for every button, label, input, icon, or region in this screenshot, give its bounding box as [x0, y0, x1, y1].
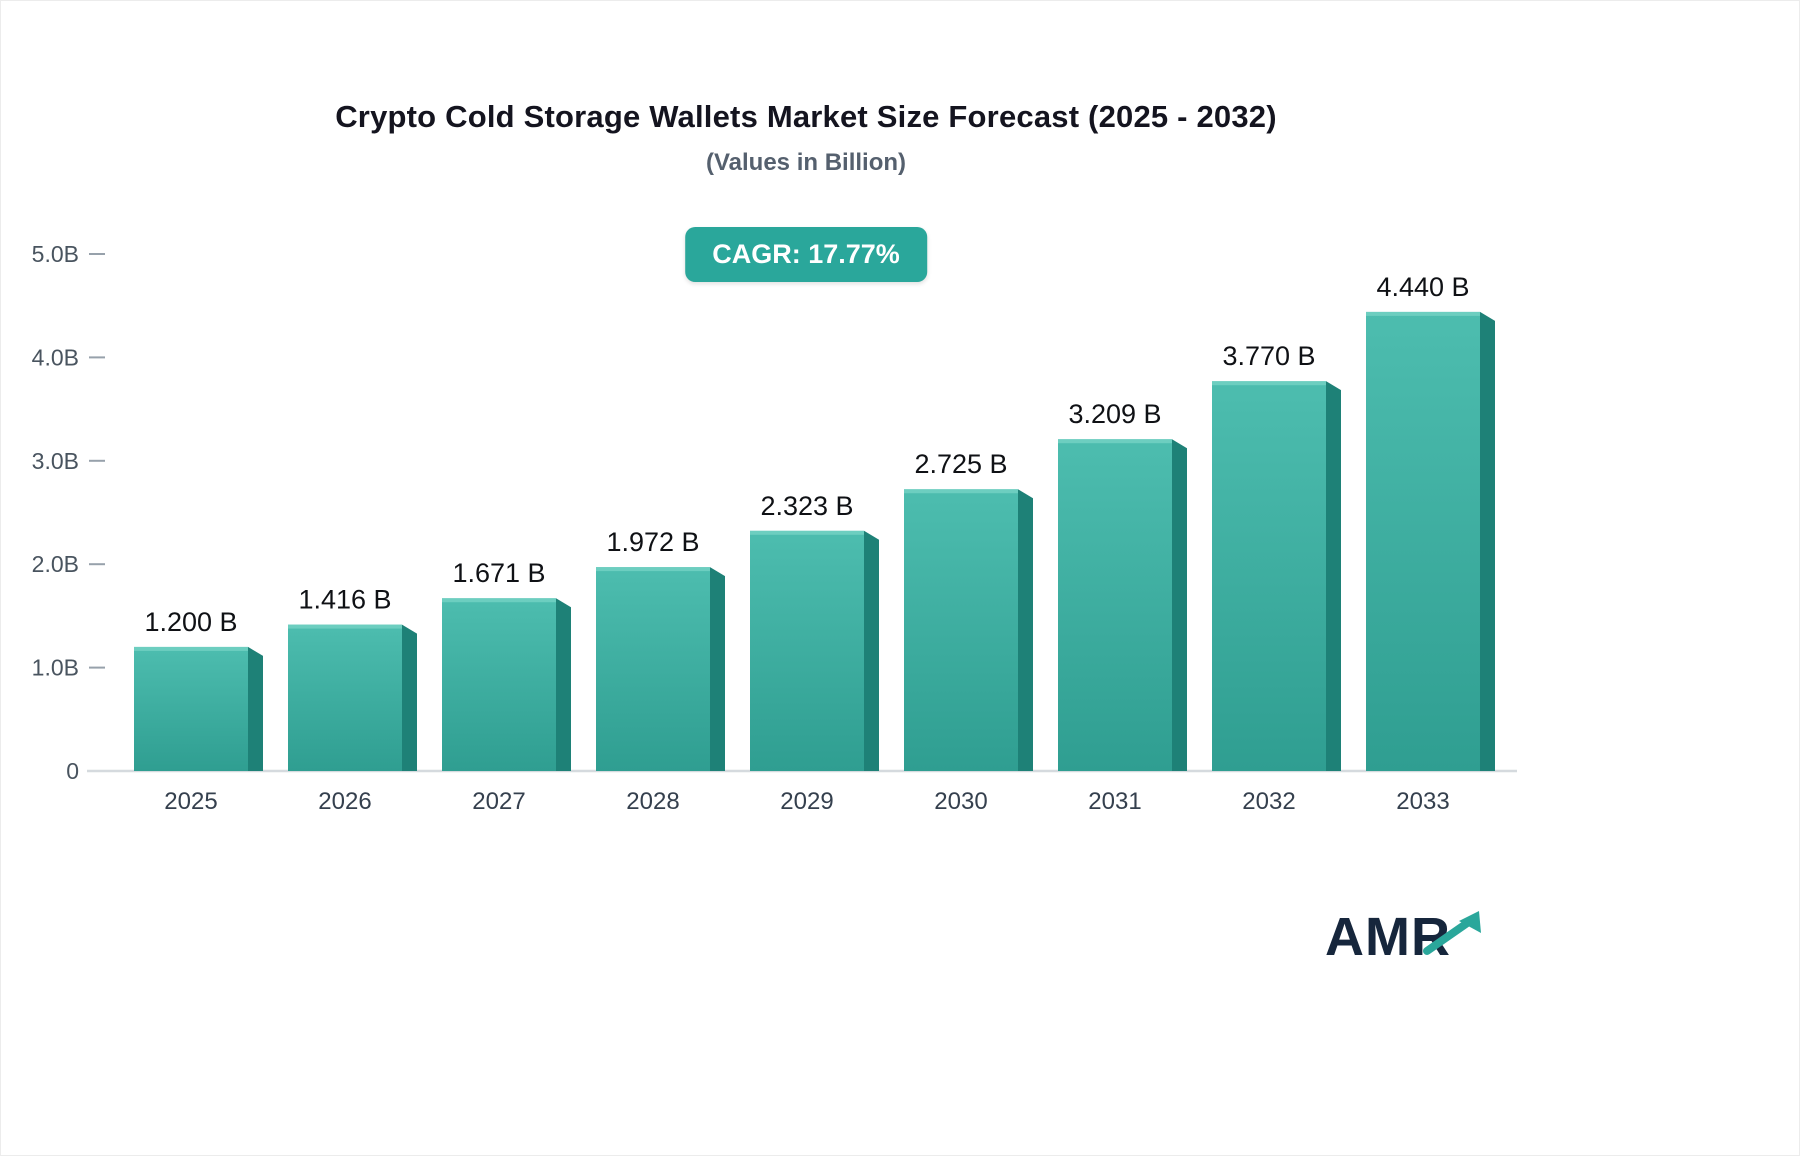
logo-arrowhead-icon	[1459, 911, 1481, 933]
bar-side	[710, 567, 725, 771]
x-tick-label: 2033	[1396, 788, 1449, 815]
y-tick-label: 3.0B	[32, 448, 79, 474]
bar-value-label: 2.725 B	[914, 449, 1007, 479]
x-tick-label: 2029	[780, 788, 833, 815]
bar-top-highlight	[1366, 311, 1480, 316]
bar	[904, 489, 1018, 771]
bar-value-label: 1.200 B	[144, 607, 237, 637]
x-tick-label: 2027	[472, 788, 525, 815]
bar-top-highlight	[596, 567, 710, 572]
chart-title: Crypto Cold Storage Wallets Market Size …	[335, 99, 1277, 134]
bar-value-label: 1.671 B	[452, 558, 545, 588]
amr-logo: AMR	[1325, 907, 1481, 967]
y-tick-label: 2.0B	[32, 551, 79, 577]
bar-value-label: 1.972 B	[606, 527, 699, 557]
bar-top-highlight	[1058, 439, 1172, 444]
bar	[288, 624, 402, 771]
bar	[1212, 381, 1326, 771]
x-tick-label: 2031	[1088, 788, 1141, 815]
bar-value-label: 1.416 B	[298, 585, 391, 615]
cagr-badge: CAGR: 17.77%	[685, 227, 927, 282]
bar-side	[1018, 489, 1033, 771]
x-tick-label: 2026	[318, 788, 371, 815]
x-tick-label: 2032	[1242, 788, 1295, 815]
bar	[596, 567, 710, 771]
x-tick-label: 2028	[626, 788, 679, 815]
bar	[442, 598, 556, 771]
bar-value-label: 4.440 B	[1376, 272, 1469, 302]
bar-top-highlight	[288, 624, 402, 629]
x-tick-label: 2030	[934, 788, 987, 815]
bar-top-highlight	[1212, 381, 1326, 386]
bar-top-highlight	[442, 598, 556, 603]
y-tick-label: 5.0B	[32, 241, 79, 267]
bar-side	[556, 598, 571, 771]
bar-value-label: 2.323 B	[760, 491, 853, 521]
x-tick-label: 2025	[164, 788, 217, 815]
bar-top-highlight	[134, 646, 248, 651]
bar-top-highlight	[904, 489, 1018, 494]
bar-top-highlight	[750, 530, 864, 535]
bar-side	[248, 646, 263, 771]
bar	[134, 646, 248, 771]
chart-subtitle: (Values in Billion)	[705, 149, 907, 176]
y-tick-label: 0	[66, 758, 79, 784]
bar	[750, 530, 864, 771]
bar	[1366, 311, 1480, 771]
y-tick-label: 4.0B	[32, 344, 79, 370]
amr-logo-text: AMR	[1325, 907, 1451, 967]
bar-value-label: 3.770 B	[1222, 341, 1315, 371]
bar	[1058, 439, 1172, 771]
bar-side	[1172, 439, 1187, 771]
bar-side	[402, 624, 417, 771]
bar-side	[1326, 381, 1341, 771]
bar-side	[864, 530, 879, 771]
y-tick-label: 1.0B	[32, 655, 79, 681]
bar-side	[1480, 311, 1495, 771]
bar-value-label: 3.209 B	[1068, 399, 1161, 429]
